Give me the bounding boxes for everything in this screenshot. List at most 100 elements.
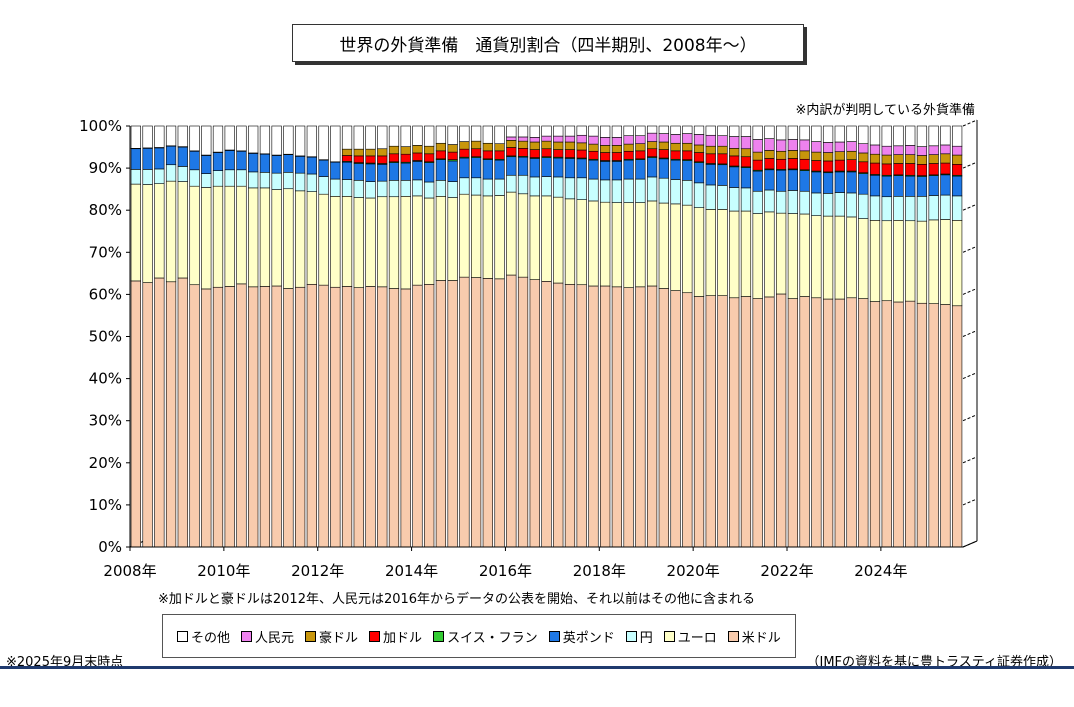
bar-segment [212, 185, 224, 288]
bar-segment [787, 169, 798, 191]
y-tick-label: 90% [89, 159, 122, 177]
bar-segment-other [306, 125, 317, 158]
bar-segment [424, 197, 435, 285]
bar-segment [541, 135, 552, 142]
bar-segment [717, 295, 728, 548]
bar-segment [916, 146, 928, 156]
bar-segment [740, 136, 752, 150]
bar-segment [365, 163, 376, 182]
bar-segment [952, 305, 963, 548]
x-tick-label: 2014年 [385, 562, 438, 580]
bar-segment-other [576, 125, 587, 136]
bar-segment [693, 162, 705, 184]
bar-segment [482, 150, 493, 160]
bar-segment-other [142, 125, 153, 149]
bar-segment [952, 195, 963, 221]
bar-segment [799, 139, 810, 152]
bar-segment [752, 139, 763, 153]
bar-segment [541, 148, 552, 158]
floor-edge [962, 540, 978, 548]
bar-segment [705, 164, 716, 186]
bar-segment [811, 160, 822, 172]
bar-segment [600, 179, 611, 203]
bar-segment [905, 196, 916, 222]
x-tick-labels: 2008年 2010年 2012年 2014年 2016年 2018年 2020年 2022年… [103, 562, 907, 580]
bar-segment [588, 135, 599, 145]
bar-segment [424, 145, 435, 155]
bar-segment [893, 196, 904, 221]
bar-segment [635, 159, 646, 180]
bar-segment-other [271, 125, 282, 156]
bar-segment [576, 142, 587, 151]
bar-segment-other [435, 125, 447, 144]
bar-segment [248, 153, 259, 173]
gridline-depth [962, 498, 978, 506]
bar-segment [952, 164, 963, 176]
legend-label: 英ポンド [562, 630, 615, 646]
bar-segment [928, 175, 939, 196]
bar-segment [940, 219, 951, 305]
bar-segment [271, 285, 282, 548]
bar-segment [834, 141, 845, 152]
bar-segment [447, 151, 458, 160]
bar-segment [834, 215, 845, 300]
bar-segment [447, 197, 458, 281]
bar-segment [905, 220, 916, 302]
bar-segment [740, 187, 752, 212]
bar-segment [341, 155, 353, 162]
bar-segment-other [905, 125, 916, 146]
bar-segment [658, 288, 669, 548]
bar-segment [494, 278, 505, 548]
bar-segment [353, 197, 364, 288]
bar-segment [365, 155, 376, 164]
legend-label: 人民元 [255, 630, 295, 646]
y-tick-label: 10% [89, 496, 122, 514]
bar-segment-other [600, 125, 611, 138]
bar-segment [424, 283, 435, 548]
bar-segment-other [318, 125, 329, 160]
bar-segment [177, 166, 188, 182]
legend-item: 豪ドル [305, 627, 358, 646]
bar-segment [341, 196, 353, 287]
bar-segment [635, 143, 646, 152]
bar-segment [776, 212, 787, 295]
bar-segment [658, 133, 669, 143]
bar-segment [729, 166, 740, 188]
bar-segment [365, 148, 376, 157]
bar-segment-other [353, 125, 364, 150]
bar-segment [717, 153, 728, 165]
bar-segment [435, 180, 447, 197]
bar-segment-other [553, 125, 564, 137]
gridline-depth [962, 119, 978, 127]
y-tick-labels: 0% 10% 20% 30% 40% 50% 60% 70% 80% 90% 100% [79, 117, 122, 556]
bar-segment [658, 177, 669, 204]
bar-segment [588, 143, 599, 152]
bar-segment [928, 154, 939, 164]
bar-segment-other [400, 125, 411, 147]
bar-segment [236, 150, 247, 171]
bar-segment [787, 190, 798, 214]
bar-segment [341, 179, 353, 197]
legend-label: 加ドル [383, 630, 423, 646]
bar-segment [576, 158, 587, 179]
bar-segment [377, 155, 388, 164]
bar-segment [459, 193, 470, 278]
bar-segment [318, 284, 329, 548]
bar-segment [506, 140, 517, 148]
bar-segment [764, 169, 775, 191]
bar-segment [799, 150, 810, 160]
bar-segment [729, 210, 740, 299]
gridline-depth [962, 161, 978, 169]
bar-segment [248, 286, 259, 548]
bar-segment [764, 138, 775, 151]
bar-segment [776, 139, 787, 152]
bar-segment [611, 161, 623, 181]
bar-segment [189, 185, 200, 286]
bar-segment [846, 159, 857, 172]
bar-segment [412, 161, 423, 181]
bar-segment-other [952, 125, 963, 147]
legend-swatch [177, 630, 188, 642]
bar-segment [822, 152, 834, 162]
bar-segment [940, 174, 951, 196]
bar-segment [752, 159, 763, 171]
